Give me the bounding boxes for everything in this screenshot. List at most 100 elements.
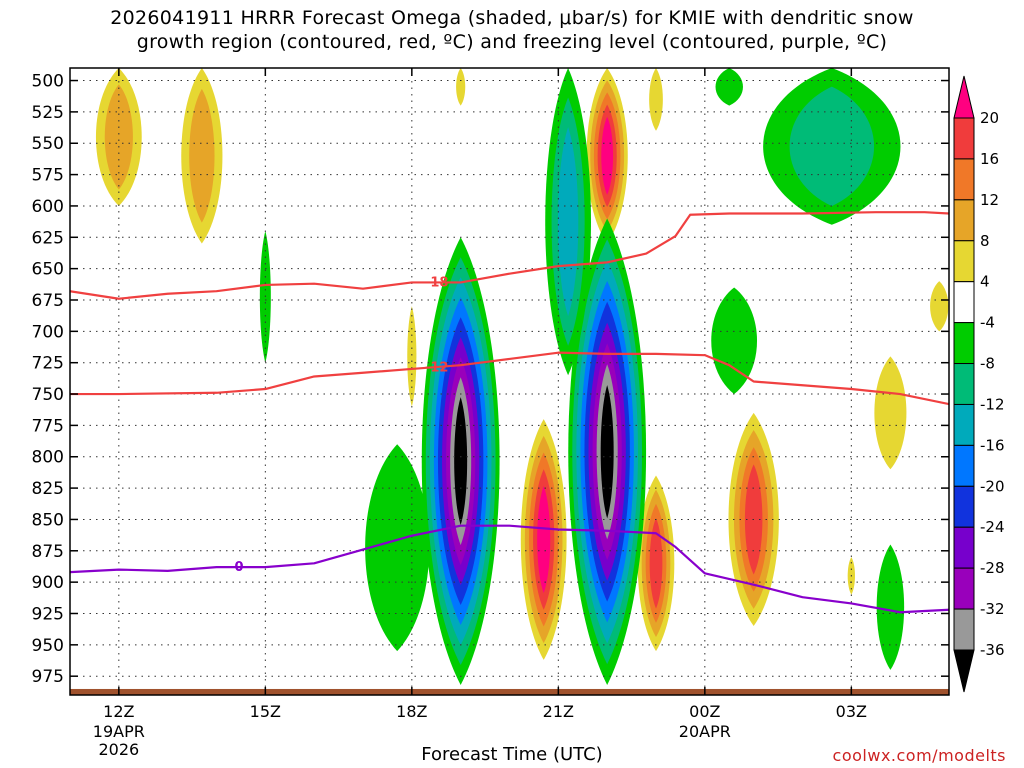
- y-tick-label: 675: [32, 291, 64, 311]
- omega-level-neg36: [600, 385, 614, 519]
- sinking-cell: [586, 68, 628, 244]
- colorbar-label: -24: [980, 518, 1005, 536]
- x-tick-date: 20APR: [679, 722, 731, 741]
- x-tick-label: 12Z: [103, 702, 134, 721]
- y-tick-label: 500: [32, 72, 64, 92]
- colorbar-label: 8: [980, 232, 990, 250]
- y-tick-label: 525: [32, 103, 64, 123]
- colorbar-swatch: [953, 281, 975, 324]
- colorbar-top-arrow: [953, 75, 975, 119]
- x-tick-label: 21Z: [543, 702, 574, 721]
- chart-title: 2026041911 HRRR Forecast Omega (shaded, …: [0, 6, 1024, 54]
- colorbar-swatch: [953, 117, 975, 160]
- omega-level-16: [649, 518, 663, 609]
- y-tick-label: 600: [32, 197, 64, 217]
- colorbar-label: 4: [980, 273, 990, 291]
- colorbar-label: 12: [980, 191, 999, 209]
- omega-level-4: [456, 68, 466, 106]
- rising-cell: [715, 68, 743, 106]
- omega-level-4: [874, 356, 907, 470]
- sinking-cell: [456, 68, 466, 106]
- colorbar-label: -8: [980, 355, 995, 373]
- contour-label: 0: [235, 560, 244, 575]
- sinking-cell: [520, 419, 567, 660]
- colorbar-label: 20: [980, 109, 999, 127]
- y-tick-label: 700: [32, 322, 64, 342]
- gridlines: [70, 68, 949, 695]
- contour-line-neg18: [70, 211, 949, 300]
- omega-level-20: [537, 486, 551, 594]
- omega-level-neg12: [557, 127, 579, 317]
- omega-level-8: [189, 88, 215, 223]
- omega-level-20: [601, 116, 614, 195]
- sinking-cell: [649, 68, 663, 131]
- x-tick-label: 18Z: [396, 702, 427, 721]
- rising-cell: [763, 68, 901, 225]
- colorbar: 20 16 12 8 4 -4 -8 -12 -16 -20 -24 -28 -32 -36: [953, 75, 1005, 693]
- contour-line-0: [70, 524, 949, 614]
- y-tick-label: 550: [32, 134, 64, 154]
- omega-level-4: [407, 306, 417, 407]
- colorbar-bottom-arrow: [953, 649, 975, 693]
- contour-label: -12: [425, 361, 449, 376]
- colorbar-label: 16: [980, 150, 999, 168]
- y-tick-label: 950: [32, 636, 64, 656]
- colorbar-label: -36: [980, 641, 1005, 659]
- omega-level-neg4: [715, 68, 743, 106]
- omega-level-8: [104, 84, 133, 190]
- colorbar-label: -20: [980, 477, 1005, 495]
- terrain-surface: [70, 688, 949, 695]
- x-tick-date: 19APR: [93, 722, 145, 741]
- x-axis-label: Forecast Time (UTC): [421, 744, 603, 765]
- colorbar-label: -16: [980, 436, 1005, 454]
- rising-cell: [421, 237, 500, 685]
- y-tick-label: 875: [32, 542, 64, 562]
- contour-label: -18: [425, 275, 449, 290]
- y-tick-label: 575: [32, 166, 64, 186]
- credit-text: coolwx.com/modelts: [832, 746, 1006, 765]
- colorbar-label: -4: [980, 314, 995, 332]
- rising-cell: [876, 544, 905, 670]
- rising-cell: [545, 68, 591, 376]
- sinking-cell: [95, 68, 142, 206]
- colorbar-label: -12: [980, 395, 1005, 413]
- colorbar-swatch: [953, 199, 975, 242]
- x-tick-label: 00Z: [689, 702, 720, 721]
- chart-title-line-1: 2026041911 HRRR Forecast Omega (shaded, …: [110, 7, 914, 29]
- colorbar-swatch: [953, 403, 975, 446]
- y-tick-label: 900: [32, 573, 64, 593]
- omega-level-neg36: [454, 397, 468, 526]
- omega-level-neg4: [876, 544, 905, 670]
- colorbar-swatch: [953, 363, 975, 405]
- y-tick-label: 650: [32, 260, 64, 280]
- x-tick-year: 2026: [98, 740, 139, 759]
- rising-cell: [568, 218, 647, 685]
- y-tick-label: 825: [32, 479, 64, 499]
- pressure-axis: 500 525 550 575 600 625 650 675 700 725 750 775 800 8…: [32, 72, 949, 687]
- y-tick-label: 975: [32, 667, 64, 687]
- colorbar-label: -28: [980, 559, 1005, 577]
- plot-frame: [69, 67, 950, 696]
- chart-title-line-2: growth region (contoured, red, ºC) and f…: [136, 31, 888, 53]
- sinking-cell: [930, 281, 949, 332]
- colorbar-swatch: [953, 567, 975, 610]
- y-tick-label: 925: [32, 604, 64, 624]
- sinking-cell: [407, 306, 417, 407]
- y-tick-label: 850: [32, 510, 64, 530]
- omega-level-neg4: [365, 444, 430, 652]
- omega-level-4: [930, 281, 949, 332]
- colorbar-swatch: [953, 322, 975, 365]
- colorbar-swatch: [953, 158, 975, 201]
- colorbar-label: -32: [980, 600, 1005, 618]
- colorbar-swatch: [953, 240, 975, 283]
- contours: -18 -12 0: [70, 211, 949, 614]
- rising-cell: [365, 444, 430, 652]
- colorbar-swatch: [953, 485, 975, 528]
- colorbar-swatch: [953, 526, 975, 569]
- y-tick-label: 625: [32, 228, 64, 248]
- omega-level-neg4: [711, 287, 758, 395]
- colorbar-swatch: [953, 608, 975, 651]
- omega-level-4: [649, 68, 663, 131]
